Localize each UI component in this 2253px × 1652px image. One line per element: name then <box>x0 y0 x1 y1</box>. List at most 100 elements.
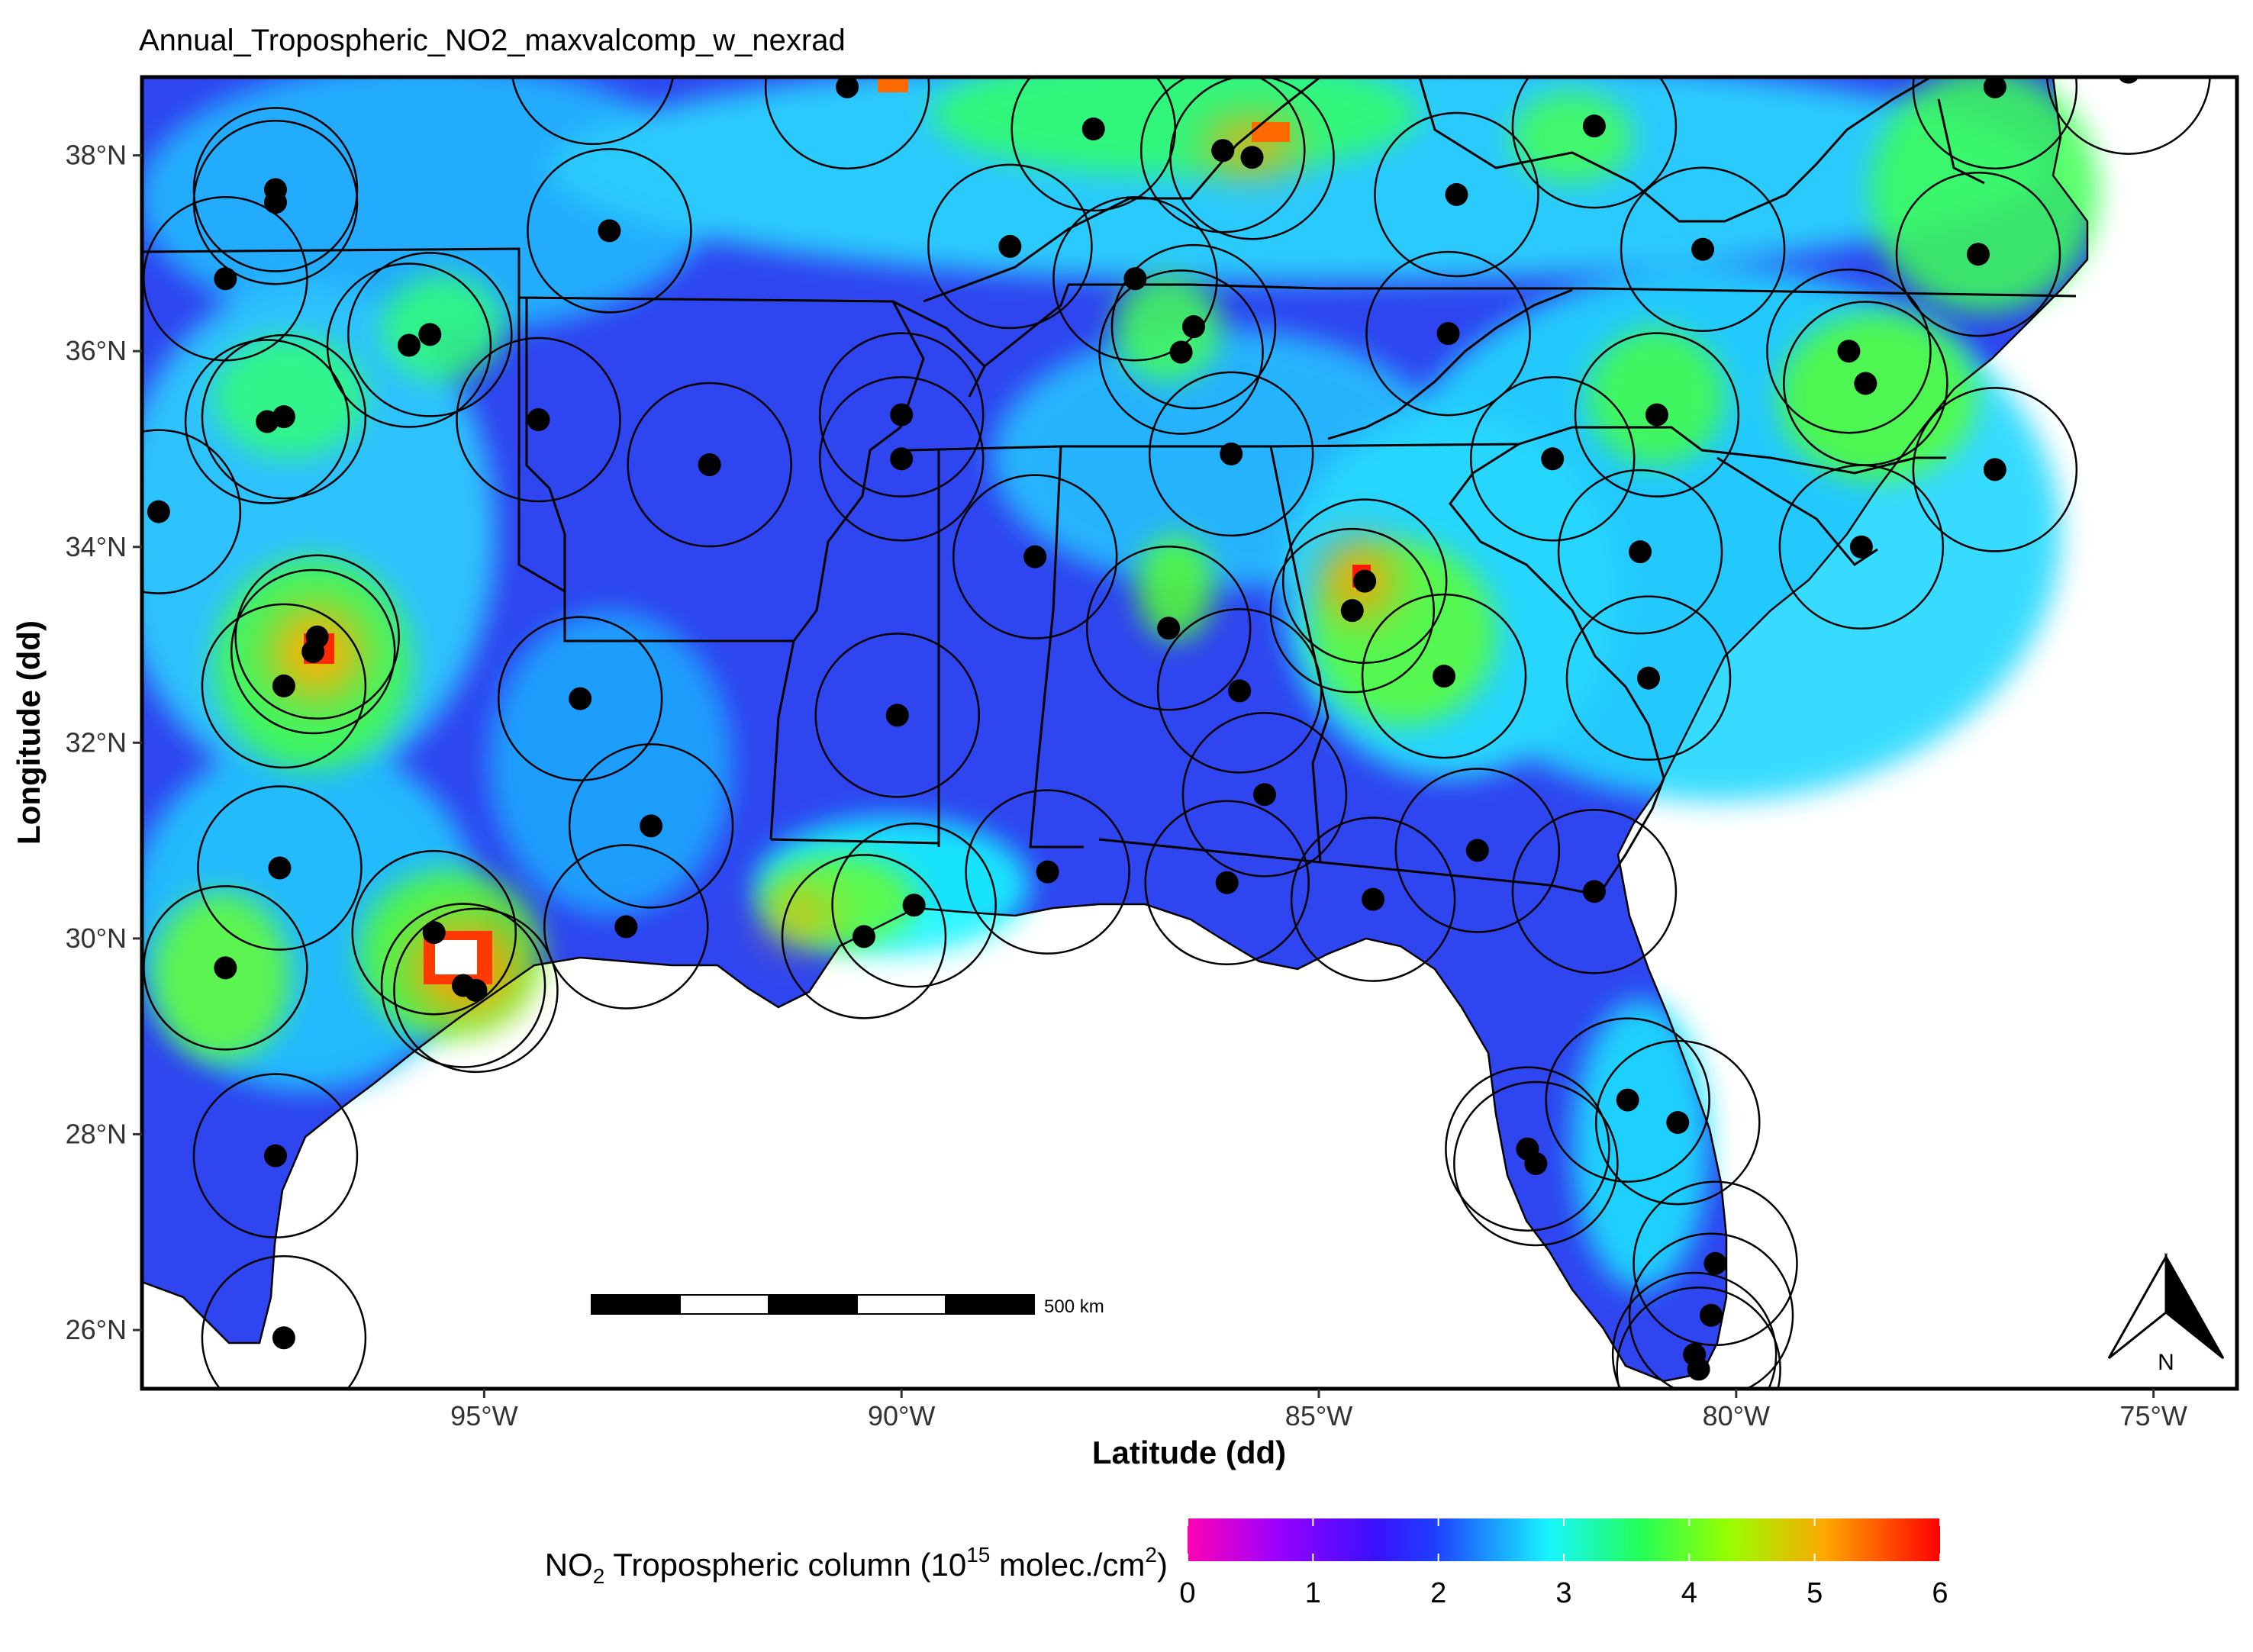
radar-station-marker <box>1169 340 1193 364</box>
range-ring <box>1085 545 1252 711</box>
x-tick-label: 90°W <box>868 1400 935 1431</box>
range-ring <box>1148 371 1314 537</box>
radar-station-marker <box>527 407 550 431</box>
range-ring <box>192 1073 359 1238</box>
colorbar-tick-label: 2 <box>1430 1577 1446 1609</box>
radar-station-marker <box>1524 1151 1548 1175</box>
radar-station-marker <box>1837 340 1861 363</box>
y-axis-title: Longitude (dd) <box>11 620 47 845</box>
range-ring <box>818 376 985 542</box>
radar-station-marker <box>1966 243 1990 266</box>
map-title: Annual_Tropospheric_NO2_maxvalcomp_w_nex… <box>139 24 846 57</box>
colorbar-legend: NO2 Tropospheric column (1015 molec./cm2… <box>545 1518 1948 1609</box>
range-ring <box>192 107 359 272</box>
radar-station-marker <box>268 856 292 880</box>
range-ring <box>1595 1039 1761 1206</box>
radar-station-marker <box>1220 442 1243 465</box>
radar-station-marker <box>301 640 325 664</box>
range-ring <box>1633 1180 1798 1347</box>
radar-station-marker <box>1645 403 1668 427</box>
range-ring <box>1169 77 1335 240</box>
range-ring <box>1511 77 1678 209</box>
radar-station-marker <box>1123 267 1147 291</box>
radar-station-marker <box>836 77 859 98</box>
radar-station-marker <box>272 405 295 429</box>
range-ring <box>201 1255 367 1389</box>
range-ring <box>1912 77 2078 170</box>
colorbar-tick-label: 6 <box>1932 1577 1948 1609</box>
range-ring <box>1453 1080 1619 1247</box>
radar-station-marker <box>2118 77 2139 84</box>
range-ring <box>1140 77 1306 233</box>
coastline <box>142 77 2089 1383</box>
radar-station-marker <box>1854 372 1878 395</box>
range-ring <box>192 119 359 285</box>
radar-station-marker <box>1629 540 1652 564</box>
x-tick-label: 95°W <box>450 1400 517 1431</box>
y-tick-label: 32°N <box>66 726 127 758</box>
range-ring <box>511 77 675 145</box>
scale-bar-label: 500 km <box>1044 1296 1104 1317</box>
range-ring <box>380 903 546 1068</box>
radar-station-marker <box>1157 617 1181 640</box>
radar-station-marker <box>1849 535 1873 559</box>
range-ring <box>1144 800 1310 966</box>
range-ring <box>456 337 621 503</box>
radar-station-marker <box>1666 1111 1690 1135</box>
radar-station-marker <box>1023 545 1047 568</box>
colorbar-tick-label: 1 <box>1305 1577 1321 1609</box>
range-ring <box>1445 1066 1610 1232</box>
y-tick-label: 34°N <box>66 531 127 562</box>
north-arrow-label: N <box>2158 1350 2174 1375</box>
radar-station-marker <box>640 814 663 838</box>
radar-station-marker <box>1465 839 1489 862</box>
x-axis: 95°W 90°W 85°W 80°W 75°W <box>450 1389 2187 1431</box>
range-ring <box>927 163 1093 330</box>
x-axis-title: Latitude (dd) <box>1092 1435 1286 1470</box>
range-ring <box>1365 250 1531 417</box>
radar-station-marker <box>1081 117 1105 140</box>
scale-bar: 500 km <box>591 1294 1104 1317</box>
nexrad-range-rings <box>142 77 2211 1389</box>
range-ring <box>627 382 792 548</box>
range-ring <box>142 429 242 594</box>
y-tick-label: 30°N <box>66 923 127 954</box>
range-ring <box>1374 111 1539 278</box>
range-ring <box>1361 593 1527 759</box>
radar-station-marker <box>1983 77 2006 98</box>
radar-station-marker <box>263 1144 287 1167</box>
radar-station-marker <box>464 978 488 1002</box>
radar-station-marker <box>1211 139 1235 163</box>
radar-station-marker <box>1582 114 1606 138</box>
x-tick-label: 75°W <box>2119 1400 2187 1431</box>
radar-station-marker <box>1353 569 1377 593</box>
radar-station-marker <box>397 333 421 357</box>
range-ring <box>543 844 709 1010</box>
range-ring <box>351 849 517 1016</box>
radar-station-marker <box>1691 237 1715 261</box>
radar-station-marker <box>1703 1251 1727 1275</box>
radar-station-marker <box>1181 315 1205 339</box>
range-ring <box>764 77 930 170</box>
radar-station-marker <box>569 687 592 710</box>
range-ring <box>1611 1271 1778 1389</box>
radar-station-marker <box>147 500 170 523</box>
radar-station-marker <box>1252 783 1276 807</box>
radar-station-marker <box>1616 1088 1639 1112</box>
range-ring <box>201 333 367 500</box>
radar-station-marker <box>1436 322 1460 346</box>
range-ring <box>1110 243 1277 410</box>
range-ring <box>393 907 559 1074</box>
range-ring <box>1574 332 1740 498</box>
radar-station-marker <box>1036 860 1059 884</box>
radar-station-marker <box>1362 887 1385 911</box>
range-ring <box>1895 171 2061 337</box>
range-ring <box>1098 269 1264 435</box>
range-ring <box>1511 809 1678 974</box>
radar-station-marker <box>272 674 295 697</box>
range-ring <box>814 633 980 798</box>
y-tick-label: 26°N <box>66 1314 127 1345</box>
radar-station-marker <box>272 1326 295 1350</box>
radar-station-marker <box>422 921 446 945</box>
radar-station-marker <box>1541 447 1565 471</box>
